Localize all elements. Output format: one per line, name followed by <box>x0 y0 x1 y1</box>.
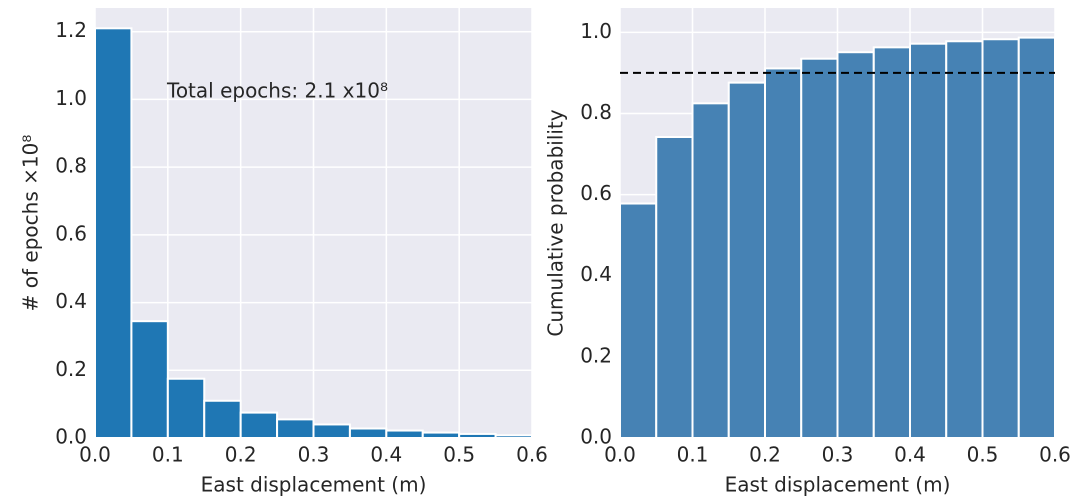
y-tick-label: 1.2 <box>55 18 87 42</box>
bar <box>836 51 875 439</box>
y-axis-label: Cumulative probability <box>544 109 568 336</box>
bar <box>385 429 424 439</box>
y-tick-label: 0.2 <box>55 357 87 381</box>
y-tick-label: 0.0 <box>580 425 612 449</box>
x-axis-label: East displacement (m) <box>725 473 951 497</box>
y-tick-label: 1.0 <box>55 86 87 110</box>
x-tick-label: 0.3 <box>822 443 854 467</box>
bar <box>1017 36 1056 439</box>
bar <box>203 399 242 440</box>
bar <box>764 67 803 440</box>
x-tick-label: 0.0 <box>79 443 111 467</box>
bar <box>872 46 911 439</box>
x-tick-label: 0.0 <box>604 443 636 467</box>
x-tick-label: 0.6 <box>1039 443 1071 467</box>
y-tick-label: 0.6 <box>55 221 87 245</box>
x-tick-label: 0.6 <box>516 443 548 467</box>
y-tick-label: 0.2 <box>580 343 612 367</box>
x-tick-label: 0.5 <box>967 443 999 467</box>
x-tick-label: 0.4 <box>894 443 926 467</box>
x-tick-label: 0.5 <box>443 443 475 467</box>
y-tick-label: 0.4 <box>55 289 87 313</box>
x-tick-label: 0.4 <box>370 443 402 467</box>
bar <box>130 320 169 439</box>
bar <box>655 136 694 439</box>
y-tick-label: 1.0 <box>580 19 612 43</box>
bar <box>494 434 534 440</box>
y-tick-label: 0.8 <box>580 100 612 124</box>
bar <box>691 102 730 439</box>
x-tick-label: 0.2 <box>225 443 257 467</box>
bar <box>312 423 351 440</box>
bar <box>909 42 948 439</box>
y-tick-label: 0.8 <box>55 154 87 178</box>
y-tick-label: 0.0 <box>55 425 87 449</box>
x-tick-label: 0.2 <box>749 443 781 467</box>
bar <box>239 411 279 439</box>
y-axis-label: # of epochs ×10⁸ <box>19 135 43 312</box>
bar <box>981 38 1020 440</box>
x-tick-label: 0.3 <box>298 443 330 467</box>
bar <box>276 418 315 440</box>
bar <box>458 432 497 440</box>
x-tick-label: 0.1 <box>152 443 184 467</box>
bar <box>166 377 206 439</box>
y-tick-label: 0.6 <box>580 181 612 205</box>
bar <box>94 27 133 439</box>
x-axis-label: East displacement (m) <box>201 473 427 497</box>
bar <box>727 81 766 439</box>
y-tick-label: 0.4 <box>580 262 612 286</box>
bar <box>348 427 388 439</box>
bar <box>945 40 984 439</box>
annotation: Total epochs: 2.1 x10⁸ <box>166 79 388 103</box>
bar <box>619 202 658 439</box>
x-tick-label: 0.1 <box>677 443 709 467</box>
bar <box>800 57 839 439</box>
bar <box>421 431 461 439</box>
